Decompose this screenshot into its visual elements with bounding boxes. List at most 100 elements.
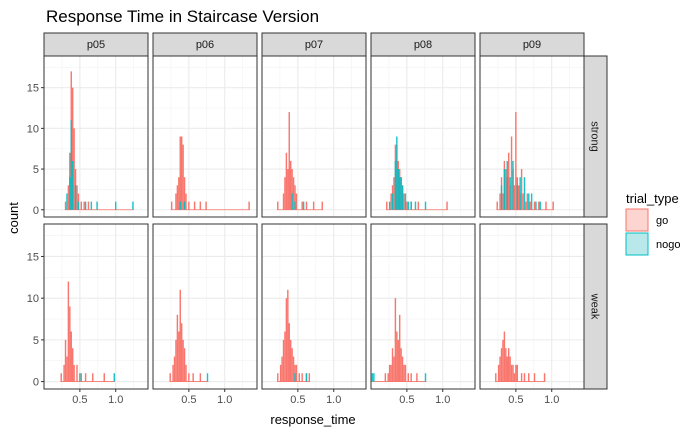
bar	[404, 193, 407, 210]
bar	[291, 348, 293, 382]
series-go-p08-weak	[371, 298, 427, 382]
bar	[539, 201, 541, 210]
bar	[277, 373, 279, 382]
bar	[512, 160, 514, 210]
panel-border-p05-strong	[43, 55, 149, 218]
bar	[183, 177, 186, 210]
bar	[393, 356, 395, 382]
bar	[424, 201, 427, 210]
bar	[495, 373, 497, 382]
bar	[404, 364, 407, 382]
panel-background-p09-weak	[480, 224, 584, 389]
bar	[87, 201, 90, 210]
bar	[407, 373, 410, 382]
legend-key-go	[625, 208, 649, 232]
bar	[285, 298, 288, 382]
bar	[67, 185, 70, 210]
bar	[183, 348, 186, 382]
bar	[289, 160, 292, 210]
bar	[401, 185, 404, 210]
bar	[188, 373, 190, 382]
bar	[289, 339, 292, 382]
bar	[205, 201, 207, 210]
panel-background-p06-strong	[153, 56, 257, 217]
panels-layer: p05 p06 p07 p08 p09 strong weak 0 5 10 15 0 5 10 15 0.5…	[27, 32, 608, 406]
series-nogo-p05-weak	[79, 373, 116, 382]
bar	[515, 364, 517, 382]
bar	[530, 193, 533, 210]
bar	[284, 177, 286, 210]
bar	[188, 201, 190, 210]
legend-title: trial_type	[626, 191, 679, 206]
y-tick-label: 0	[33, 377, 39, 389]
bar	[533, 373, 536, 382]
panel-border-p09-strong	[479, 55, 585, 218]
chart-title: Response Time in Staircase Version	[46, 7, 319, 26]
panel-p08-strong	[370, 55, 476, 218]
bar	[407, 201, 410, 210]
panel-p09-weak: 0.5 1.0	[479, 223, 585, 406]
bar	[169, 373, 171, 382]
bar	[396, 331, 398, 382]
bar	[387, 373, 389, 382]
bar	[500, 348, 503, 382]
panel-border-p08-weak	[370, 223, 476, 390]
y-tick-label: 15	[27, 83, 39, 95]
bar	[397, 169, 399, 210]
panel-p06-weak: 0.5 1.0	[152, 223, 258, 406]
bar	[295, 364, 298, 382]
panel-border-p08-strong	[370, 55, 476, 218]
panel-border-p06-weak	[152, 223, 258, 390]
x-tick-label: 1.0	[217, 394, 232, 406]
bar	[301, 201, 303, 210]
bar	[70, 331, 72, 382]
bar	[406, 201, 408, 210]
bar	[69, 306, 71, 382]
bar	[182, 339, 184, 382]
bar	[417, 201, 420, 210]
bar	[279, 364, 282, 382]
bar	[410, 373, 412, 382]
bar	[77, 201, 80, 210]
series-nogo-p06-strong	[179, 201, 186, 210]
bar	[185, 364, 187, 382]
bar	[199, 373, 202, 382]
x-axis-title: response_time	[270, 412, 355, 427]
series-nogo-p05-strong	[66, 120, 134, 210]
bar	[502, 193, 504, 210]
bar	[388, 364, 391, 382]
bar	[403, 364, 405, 382]
bar	[507, 152, 510, 210]
bar	[390, 364, 392, 382]
strip-label-p07: p07	[305, 39, 323, 51]
bar	[509, 356, 511, 382]
bar	[519, 177, 521, 210]
strip-label-strong: strong	[589, 121, 601, 152]
bar	[515, 112, 517, 210]
bar	[248, 201, 250, 210]
bar	[173, 356, 176, 382]
bar	[76, 364, 78, 382]
strip-label-weak: weak	[589, 293, 601, 320]
bar	[179, 136, 181, 210]
bar	[302, 201, 305, 210]
bar	[535, 201, 537, 210]
panel-border-p06-strong	[152, 55, 258, 218]
bar	[505, 169, 507, 210]
bar	[192, 373, 194, 382]
bar	[298, 373, 301, 382]
bar	[71, 87, 74, 210]
bar	[520, 373, 523, 382]
bar	[308, 373, 311, 382]
bar	[80, 201, 83, 210]
panel-background-p08-weak	[371, 224, 475, 389]
bar	[175, 339, 177, 382]
x-tick-label: 1.0	[108, 394, 123, 406]
y-tick-label: 15	[27, 251, 39, 263]
bar	[523, 177, 526, 210]
bar	[391, 348, 394, 382]
bar	[291, 193, 293, 210]
bar	[178, 331, 180, 382]
x-tick-label: 1.0	[544, 394, 559, 406]
bar	[391, 193, 394, 210]
